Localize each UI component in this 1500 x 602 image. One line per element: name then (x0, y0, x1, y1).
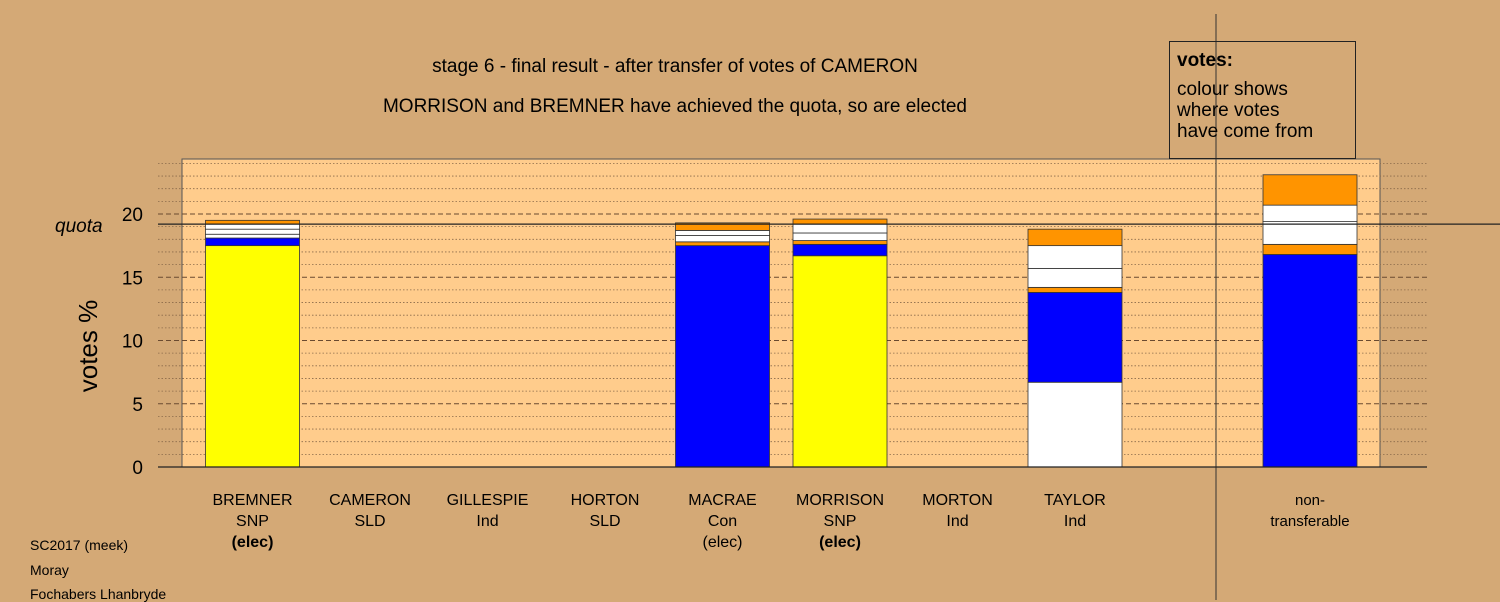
bar-segment (675, 235, 770, 243)
y-tick-label: 20 (122, 205, 143, 226)
x-tick-label: Ind (946, 513, 968, 530)
footer-election: SC2017 (meek) (30, 537, 129, 553)
x-tick-label: non- (1295, 492, 1325, 509)
bar-segment (1027, 292, 1123, 383)
bar-segment (205, 223, 300, 230)
bar-segment (675, 230, 770, 236)
x-tick-label: HORTON (571, 492, 640, 509)
bar-segment (1262, 254, 1358, 468)
quota-label: quota (55, 216, 103, 237)
x-tick-label: MORTON (922, 492, 993, 509)
bar-segment (675, 241, 770, 247)
bar-segment (1262, 174, 1358, 206)
bar-segment (1262, 204, 1358, 222)
bar-segment (792, 232, 888, 241)
x-tick-label: MACRAE (688, 492, 756, 509)
bar-segment (1027, 286, 1123, 293)
legend-heading: votes: (1177, 50, 1233, 71)
x-tick-label: BREMNER (212, 492, 292, 509)
x-tick-label: Ind (476, 513, 498, 530)
bar-segment (792, 255, 888, 468)
bar-segment (1027, 267, 1123, 288)
footer-council: Moray (30, 562, 69, 578)
y-axis-label: votes % (73, 300, 103, 393)
bar-segment (205, 245, 300, 468)
x-tick-label: (elec) (819, 534, 861, 551)
chart-title: stage 6 - final result - after transfer … (432, 56, 918, 77)
bar-segment (792, 223, 888, 234)
x-tick-label: SLD (589, 513, 620, 530)
bar-segment (675, 222, 770, 231)
x-tick-label: (elec) (702, 534, 742, 551)
x-tick-label: MORRISON (796, 492, 884, 509)
x-tick-label: Ind (1064, 513, 1086, 530)
bar-segment (792, 218, 888, 225)
x-tick-label: SNP (824, 513, 857, 530)
bar-segment (1027, 245, 1123, 269)
bar-segment (1262, 243, 1358, 255)
bar-segment (792, 240, 888, 245)
x-tick-label: CAMERON (329, 492, 411, 509)
bar-segment (1262, 221, 1358, 245)
bar-segment (205, 233, 300, 239)
chart-subtitle: MORRISON and BREMNER have achieved the q… (383, 96, 967, 117)
bar-segment (675, 245, 770, 468)
x-tick-label: TAYLOR (1044, 492, 1106, 509)
footer-ward: Fochabers Lhanbryde (30, 586, 167, 602)
legend-box: votes: colour shows where votes have com… (1169, 41, 1356, 159)
legend-line-2: where votes (1177, 100, 1280, 121)
x-tick-label: Con (708, 513, 737, 530)
plot-area (181, 158, 1381, 468)
y-tick-label: 0 (132, 458, 143, 479)
bar-segment (1027, 228, 1123, 247)
y-tick-label: 10 (122, 332, 143, 353)
x-tick-label: SLD (354, 513, 385, 530)
bar-segment (792, 243, 888, 257)
legend-line-3: have come from (1177, 121, 1314, 142)
bar-segment (205, 228, 300, 235)
x-tick-label: (elec) (232, 534, 274, 551)
y-tick-label: 15 (122, 268, 143, 289)
bar-segment (1027, 381, 1123, 468)
y-tick-label: 5 (132, 395, 143, 416)
x-tick-label: SNP (236, 513, 269, 530)
x-tick-label: GILLESPIE (447, 492, 529, 509)
legend-line-1: colour shows (1177, 79, 1288, 100)
x-tick-label: transferable (1270, 513, 1349, 530)
bar-segment (205, 237, 300, 247)
